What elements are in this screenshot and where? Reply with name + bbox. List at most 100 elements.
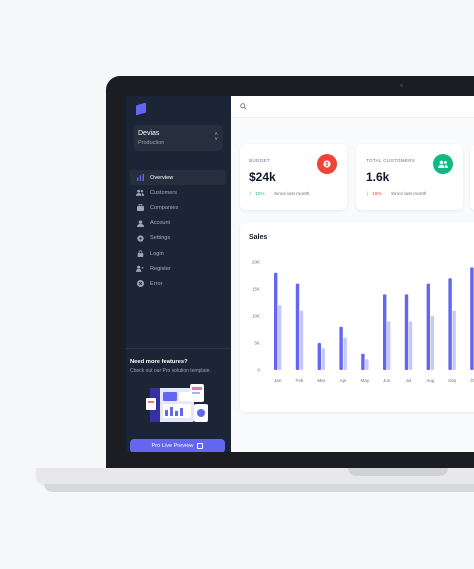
kpi-icon-bg	[433, 154, 453, 174]
laptop-camera	[400, 84, 403, 87]
app-logo[interactable]	[136, 102, 146, 116]
x-tick-label: Jun	[383, 378, 391, 383]
sidebar-item-label: Customers	[150, 189, 178, 196]
sidebar-item-customers[interactable]: Customers	[130, 185, 226, 200]
y-tick-label: 15K	[252, 287, 260, 292]
bar-last-year[interactable]	[387, 321, 391, 370]
bar-last-year[interactable]	[365, 359, 369, 370]
pro-button-label: Pro Live Preview	[151, 443, 194, 449]
bar-last-year[interactable]	[430, 316, 434, 370]
sidebar-item-account[interactable]: Account	[130, 216, 226, 231]
user-plus-icon	[136, 265, 144, 273]
sidebar-item-label: Error	[150, 280, 163, 287]
x-tick-label: Jul	[406, 378, 412, 383]
kpi-change-value: 16%	[372, 191, 382, 197]
bar-last-year[interactable]	[343, 337, 347, 370]
x-tick-label: Mar	[317, 378, 325, 383]
kpi-change: ↓ 16%	[366, 191, 382, 197]
y-tick-label: 5K	[254, 341, 260, 346]
sidebar-item-label: Settings	[150, 235, 171, 242]
divider	[126, 348, 231, 349]
laptop-base-lip	[44, 484, 474, 492]
x-tick-label: Sep	[448, 378, 457, 383]
sidebar-item-error[interactable]: Error	[130, 276, 226, 291]
x-circle-icon	[136, 280, 144, 288]
sidebar-item-overview[interactable]: Overview	[130, 170, 226, 186]
kpi-card-customers: TOTAL CUSTOMERS 1.6k ↓ 16% Since last mo…	[356, 144, 463, 210]
sidebar-item-companies[interactable]: Companies	[130, 200, 226, 215]
bar-chart-icon	[136, 174, 144, 182]
bar-this-year[interactable]	[448, 278, 452, 370]
kpi-since: Since last month	[274, 192, 310, 197]
kpi-card-budget: BUDGET $24k $ ↑ 12% Since last month	[240, 144, 347, 210]
kpi-since: Since last month	[391, 192, 427, 197]
sidebar-item-label: Companies	[150, 204, 179, 211]
workspace-selector[interactable]: Devias Production ˄ ˅	[134, 125, 223, 151]
kpi-value: $24k	[249, 170, 276, 184]
sidebar-item-login[interactable]: Login	[130, 246, 226, 261]
sales-title: Sales	[249, 234, 268, 241]
bar-this-year[interactable]	[404, 294, 409, 370]
sales-card: Sales 20K 15K 10K 5K 0 Jan Feb Mar Apr May Jun Jul A…	[240, 222, 474, 412]
laptop-notch	[348, 468, 448, 476]
user-icon	[136, 219, 144, 227]
kpi-label: BUDGET	[249, 158, 270, 163]
bar-last-year[interactable]	[452, 310, 456, 370]
promo-subtitle: Check out our Pro solution template.	[130, 368, 211, 374]
x-tick-label: Feb	[296, 378, 304, 383]
bar-this-year[interactable]	[274, 272, 278, 370]
bar-last-year[interactable]	[278, 305, 282, 370]
bar-this-year[interactable]	[317, 343, 321, 370]
briefcase-icon	[136, 204, 144, 212]
sidebar: Devias Production ˄ ˅ Overview Customers …	[126, 96, 231, 452]
x-tick-label: Oct	[470, 378, 474, 383]
app-screen: Devias Production ˄ ˅ Overview Customers …	[126, 96, 474, 452]
sidebar-item-settings[interactable]: Settings	[130, 231, 226, 246]
top-bar	[231, 96, 474, 118]
sidebar-item-label: Register	[150, 265, 171, 272]
sidebar-item-label: Overview	[150, 174, 174, 181]
sidebar-item-label: Login	[150, 250, 164, 257]
pro-template-illustration	[146, 384, 208, 422]
x-tick-label: Apr	[340, 378, 348, 383]
users-icon	[136, 189, 144, 197]
bar-this-year[interactable]	[470, 267, 474, 370]
gear-icon	[136, 234, 144, 242]
kpi-value: 1.6k	[366, 170, 390, 184]
kpi-card-partial	[470, 144, 474, 210]
y-tick-label: 10K	[252, 314, 260, 319]
workspace-env: Production	[138, 140, 165, 146]
bar-this-year[interactable]	[361, 353, 365, 370]
svg-text:$: $	[326, 162, 329, 168]
kpi-label: TOTAL CUSTOMERS	[366, 158, 416, 163]
search-icon[interactable]	[240, 103, 247, 110]
bar-last-year[interactable]	[321, 348, 325, 370]
x-tick-label: Jan	[274, 378, 282, 383]
arrow-down-icon: ↓	[366, 191, 369, 197]
lock-icon	[136, 250, 144, 258]
dollar-icon: $	[323, 160, 331, 168]
sales-bar-chart: 20K 15K 10K 5K 0 Jan Feb Mar Apr May Jun Jul Aug Sep O…	[252, 260, 474, 384]
bar-this-year[interactable]	[339, 326, 343, 370]
workspace-name: Devias	[138, 130, 160, 137]
kpi-icon-bg: $	[317, 154, 337, 174]
bar-this-year[interactable]	[295, 283, 300, 370]
x-tick-label: Aug	[426, 378, 435, 383]
sidebar-item-label: Account	[150, 220, 171, 227]
x-tick-label: May	[361, 378, 370, 383]
bar-last-year[interactable]	[299, 310, 304, 370]
bar-last-year[interactable]	[408, 321, 413, 370]
sidebar-item-register[interactable]: Register	[130, 261, 226, 276]
bar-this-year[interactable]	[426, 283, 430, 370]
y-tick-label: 0	[257, 368, 260, 373]
promo-title: Need more features?	[130, 359, 188, 365]
sidebar-nav: Overview Customers Companies Account Set…	[130, 170, 226, 292]
bar-this-year[interactable]	[383, 294, 387, 370]
kpi-change-value: 12%	[255, 191, 265, 197]
pro-live-preview-button[interactable]: Pro Live Preview	[130, 439, 225, 452]
external-link-icon	[197, 443, 204, 449]
arrow-up-icon: ↑	[249, 191, 252, 197]
y-tick-label: 20K	[252, 260, 260, 265]
users-icon	[438, 160, 448, 168]
